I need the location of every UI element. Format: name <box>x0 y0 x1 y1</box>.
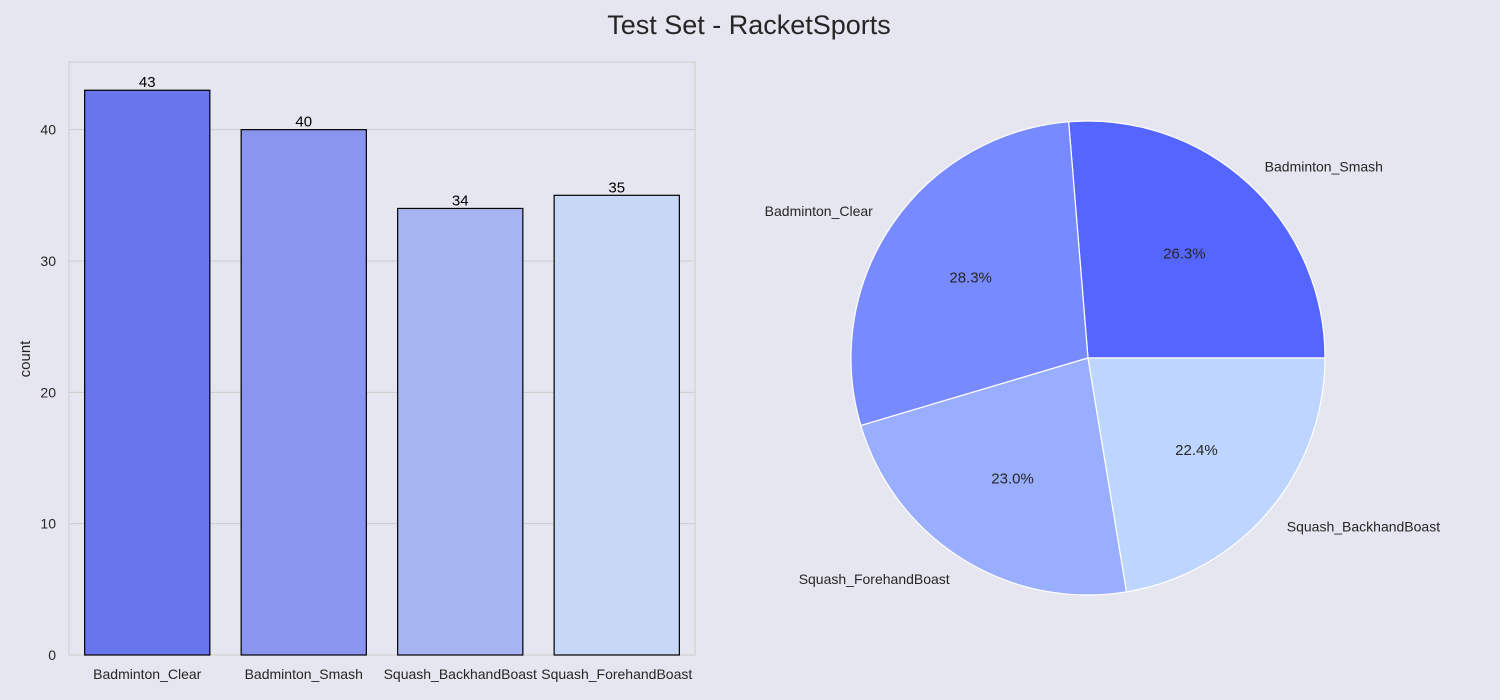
bar-data-label: 35 <box>608 179 625 196</box>
bar-x-tick-label: Squash_BackhandBoast <box>384 666 537 682</box>
pie-percent-label: 28.3% <box>949 270 992 287</box>
pie-slice <box>850 121 1089 427</box>
pie-slice <box>1068 120 1326 359</box>
bar-x-tick-label: Squash_ForehandBoast <box>541 666 692 682</box>
bar-y-tick-label: 30 <box>40 253 56 269</box>
bar <box>553 194 680 656</box>
pie-percent-label: 26.3% <box>1163 245 1206 262</box>
bar-y-tick-label: 40 <box>40 122 56 138</box>
bar-marks <box>84 89 680 656</box>
pie-percent-label: 22.4% <box>1175 442 1218 459</box>
pie-slice <box>1087 357 1326 593</box>
bar-x-tick-label: Badminton_Clear <box>93 666 202 682</box>
bar-x-tick-label: Badminton_Smash <box>245 666 363 682</box>
bar-data-label: 43 <box>139 74 156 91</box>
pie-slices <box>850 120 1326 596</box>
pie-slice-label: Badminton_Smash <box>1265 158 1383 174</box>
bar <box>240 129 367 656</box>
bar-y-ticks: 0 10 20 30 40 <box>40 122 56 663</box>
bar-data-label: 40 <box>295 114 312 131</box>
pie-slice-label: Squash_ForehandBoast <box>799 571 950 587</box>
bar-x-ticks: Badminton_Clear Badminton_Smash Squash_Bac… <box>93 666 692 682</box>
bar-y-tick-label: 20 <box>40 384 56 400</box>
pie-labels: Badminton_Smash Badminton_Clear Squash_For… <box>765 158 1441 587</box>
pie-percent-label: 23.0% <box>991 471 1034 488</box>
bar-data-label: 34 <box>452 192 469 209</box>
pie-percent-labels: 26.3% 28.3% 23.0% 22.4% <box>949 245 1217 487</box>
bar-data-labels: 43 40 34 35 <box>139 74 625 209</box>
bar <box>397 207 524 656</box>
pie-chart: Badminton_Smash Badminton_Clear Squash_For… <box>765 120 1441 596</box>
pie-slice <box>860 357 1128 596</box>
bar-y-tick-label: 10 <box>40 516 56 532</box>
pie-slice-label: Squash_BackhandBoast <box>1287 519 1440 535</box>
pie-slice-label: Badminton_Clear <box>765 203 874 219</box>
bar <box>84 89 211 656</box>
figure-title: Test Set - RacketSports <box>607 10 891 40</box>
bar-y-tick-label: 0 <box>48 647 56 663</box>
bar-y-axis-label: count <box>17 340 34 378</box>
